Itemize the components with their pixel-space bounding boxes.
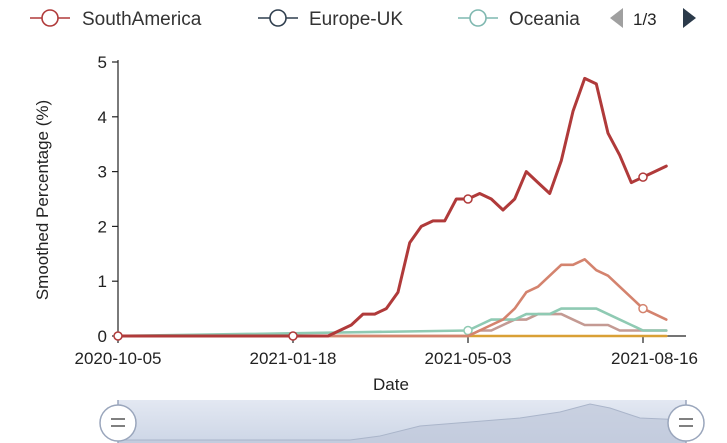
data-point-marker-oceania[interactable] xyxy=(463,325,473,336)
x-tick-label: 2020-10-05 xyxy=(75,349,162,368)
triangle-right-icon[interactable] xyxy=(683,8,696,28)
plot-area xyxy=(113,76,668,341)
data-point-marker-europe-uk[interactable] xyxy=(638,303,648,314)
drag-handle-icon[interactable] xyxy=(99,404,137,442)
legend: SouthAmerica Europe-UK Oceania 1/3 xyxy=(30,8,696,30)
y-tick-label: 4 xyxy=(98,108,107,127)
data-point-marker-southamerica[interactable] xyxy=(288,331,298,341)
data-point-marker-southamerica[interactable] xyxy=(463,194,473,204)
legend-marker-europe-uk-icon xyxy=(269,9,287,27)
triangle-left-icon[interactable] xyxy=(610,8,623,28)
data-point-marker-southamerica[interactable] xyxy=(113,331,123,341)
legend-label-europe-uk: Europe-UK xyxy=(309,9,403,30)
y-tick-label: 3 xyxy=(98,163,107,182)
legend-item-europe-uk[interactable]: Europe-UK xyxy=(258,9,403,30)
x-tick-label: 2021-08-16 xyxy=(611,349,698,368)
series-line-europe-uk xyxy=(116,257,668,338)
y-tick-label: 0 xyxy=(98,327,107,346)
legend-marker-southamerica-icon xyxy=(41,9,59,27)
data-point-marker-southamerica[interactable] xyxy=(638,172,648,182)
legend-pager: 1/3 xyxy=(610,8,696,29)
drag-handle-icon[interactable] xyxy=(667,404,705,442)
navigator-left-handle[interactable] xyxy=(99,400,137,443)
legend-item-oceania[interactable]: Oceania xyxy=(458,9,580,30)
y-tick-label: 5 xyxy=(98,53,107,72)
range-navigator[interactable] xyxy=(99,400,705,443)
y-tick-label: 1 xyxy=(98,272,107,291)
legend-item-southamerica[interactable]: SouthAmerica xyxy=(30,9,202,30)
legend-pager-text: 1/3 xyxy=(633,10,657,29)
y-tick-label: 2 xyxy=(98,217,107,236)
navigator-preview-area xyxy=(118,404,686,443)
legend-label-southamerica: SouthAmerica xyxy=(82,9,202,30)
x-tick-label: 2021-05-03 xyxy=(425,349,512,368)
x-tick-label: 2021-01-18 xyxy=(250,349,337,368)
series-line-southamerica xyxy=(116,76,668,338)
y-axis-title: Smoothed Percentage (%) xyxy=(33,100,52,300)
x-axis: 2020-10-05 2021-01-18 2021-05-03 2021-08-16 xyxy=(75,335,698,368)
navigator-right-handle[interactable] xyxy=(667,400,705,443)
legend-label-oceania: Oceania xyxy=(509,9,580,30)
y-axis: 0 1 2 3 4 5 xyxy=(98,53,119,346)
navigator-preview-line xyxy=(118,403,687,441)
series-line-series-3 xyxy=(116,312,668,338)
series-line-oceania xyxy=(116,307,668,338)
x-axis-title: Date xyxy=(373,375,409,394)
legend-marker-oceania-icon xyxy=(469,9,487,27)
